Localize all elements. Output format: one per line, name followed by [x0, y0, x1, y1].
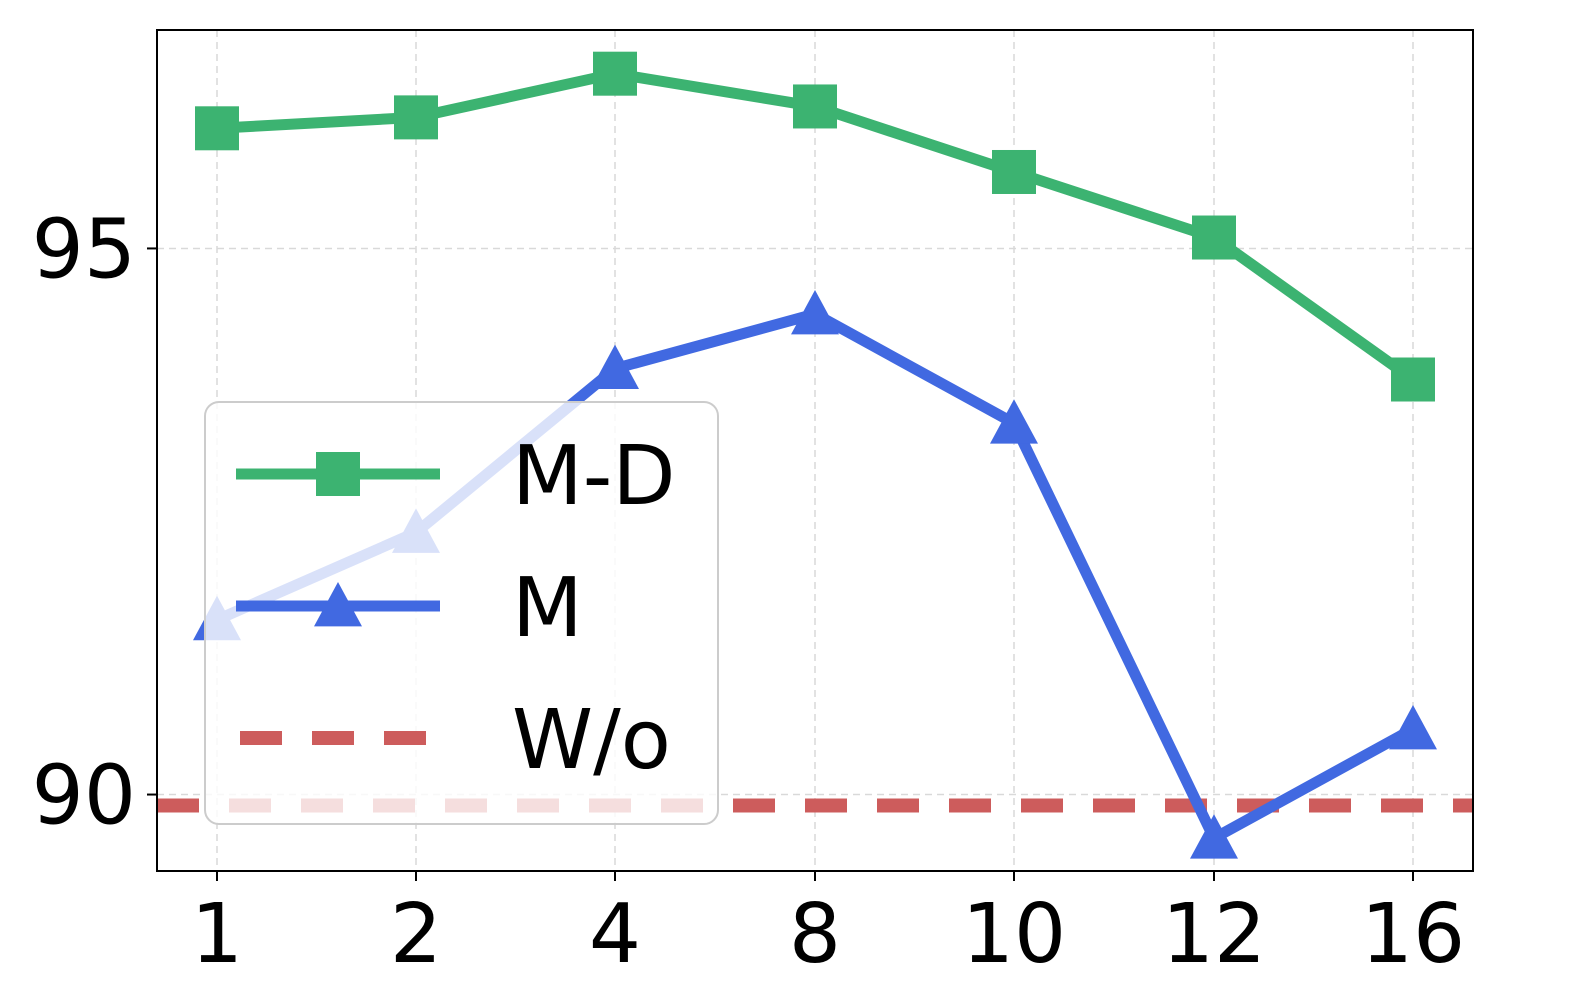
series-m-d-point: [992, 149, 1036, 194]
series-m-point: [591, 344, 639, 389]
x-tick-label: 12: [1162, 887, 1266, 982]
series-m-point: [1190, 814, 1238, 859]
series-m-d-point: [793, 84, 837, 129]
series-m-d-point: [1192, 215, 1236, 260]
x-tick-label: 10: [962, 887, 1066, 982]
legend: M-D M W/o: [204, 401, 719, 825]
y-tick-label: 95: [32, 202, 136, 297]
series-m-d-point: [195, 106, 239, 151]
series-m-point: [1389, 705, 1437, 750]
series-m-point: [990, 399, 1038, 444]
y-tick-label: 90: [32, 749, 136, 844]
legend-label-w-o: W/o: [512, 693, 671, 788]
series-m-d-point: [593, 51, 637, 96]
x-tick-label: 1: [191, 887, 243, 982]
legend-marker-m-d: [316, 452, 360, 496]
series-m-d-point: [1391, 357, 1435, 402]
series-m-point: [791, 289, 839, 335]
x-tick-label: 2: [390, 887, 442, 982]
legend-marker-m: [314, 582, 362, 627]
legend-label-m-d: M-D: [512, 429, 675, 524]
x-tick-label: 16: [1361, 887, 1465, 982]
x-tick-label: 4: [589, 887, 641, 982]
series-m-d-point: [394, 95, 438, 140]
legend-box: [204, 401, 719, 825]
x-tick-label: 8: [789, 887, 841, 982]
legend-label-m: M: [512, 561, 583, 656]
